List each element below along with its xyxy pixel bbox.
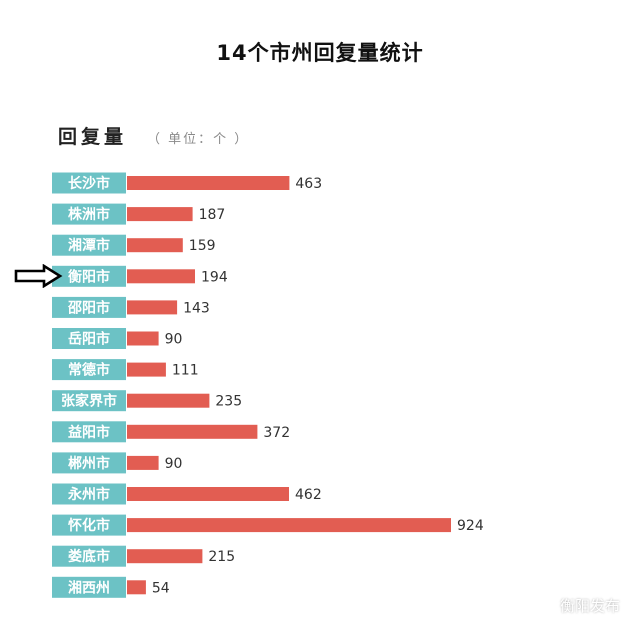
bar-row: 益阳市 372 (52, 421, 290, 443)
data-label: 143 (183, 300, 210, 316)
bar-row: 衡阳市 194 (52, 265, 228, 287)
unit-note: （ 单位：个 ） (147, 132, 250, 147)
watermark-text: 衡阳发布 (559, 597, 620, 615)
bar-row: 湘西州 54 (52, 576, 170, 598)
bar (127, 518, 451, 533)
data-label: 90 (165, 456, 183, 472)
bar-row: 株洲市 187 (52, 203, 226, 225)
right-arrow-icon (14, 263, 64, 292)
bar-row: 常德市 111 (52, 359, 199, 381)
data-label: 194 (201, 269, 228, 285)
category-label: 衡阳市 (68, 268, 110, 285)
category-label-bg (52, 514, 126, 536)
bar-row: 岳阳市 90 (52, 328, 182, 349)
category-label: 常德市 (68, 362, 110, 379)
data-label: 159 (189, 238, 216, 254)
category-label-bg (52, 421, 126, 443)
bar (127, 207, 193, 222)
data-label: 215 (208, 549, 235, 565)
chart-title: 14个市州回复量统计 (216, 41, 424, 65)
watermark: 衡阳发布 (532, 595, 620, 616)
category-label: 株洲市 (68, 206, 110, 223)
category-label: 益阳市 (68, 424, 110, 441)
category-label: 湘西州 (68, 579, 110, 596)
category-label: 娄底市 (68, 548, 110, 565)
bar-row: 怀化市 924 (52, 514, 484, 536)
category-label: 长沙市 (68, 175, 110, 192)
section-title: 回复量 (58, 126, 128, 148)
bar (127, 176, 290, 190)
data-label: 463 (295, 176, 322, 192)
data-label: 462 (295, 487, 322, 503)
category-label: 怀化市 (68, 517, 110, 534)
category-label: 永州市 (67, 486, 110, 503)
data-label: 235 (215, 394, 242, 410)
category-label-bg (52, 234, 126, 256)
category-label-bg (52, 390, 126, 412)
bar-row: 张家界市 235 (52, 390, 242, 412)
category-label-bg (52, 452, 126, 474)
bar (127, 300, 178, 315)
category-label: 岳阳市 (68, 331, 110, 348)
bar (127, 580, 146, 595)
category-label-bg (52, 296, 126, 318)
data-label: 924 (457, 518, 484, 534)
category-label: 张家界市 (61, 393, 117, 410)
bar-row: 娄底市 215 (52, 545, 235, 567)
bar-row: 郴州市 90 (52, 452, 183, 474)
bar-row: 长沙市 463 (52, 172, 322, 194)
category-label-bg (52, 359, 126, 381)
data-label: 187 (199, 207, 226, 223)
data-label: 111 (172, 363, 199, 379)
category-label-bg (52, 203, 126, 225)
category-label: 郴州市 (68, 455, 110, 472)
bar (127, 238, 183, 253)
data-label: 90 (165, 332, 183, 348)
bar (127, 269, 195, 284)
bar (127, 393, 210, 408)
bar-row: 永州市 462 (52, 483, 322, 505)
wechat-icon (532, 597, 554, 614)
bar (127, 362, 166, 377)
category-label-bg (52, 545, 126, 567)
data-label: 372 (263, 425, 290, 441)
bar (127, 331, 159, 346)
category-label-bg (52, 172, 126, 194)
bar (127, 487, 289, 501)
bar (127, 424, 258, 439)
category-label: 湘潭市 (68, 237, 110, 254)
category-label-bg (52, 328, 126, 349)
bar (127, 455, 159, 470)
category-label-bg (52, 483, 126, 505)
bar-row: 湘潭市 159 (52, 234, 216, 256)
category-label-bg (52, 576, 126, 598)
bar-row: 邵阳市 143 (52, 296, 210, 318)
category-label: 邵阳市 (67, 299, 110, 316)
category-label-bg (52, 265, 126, 287)
bar (127, 549, 203, 564)
data-label: 54 (152, 580, 170, 596)
section-header: 回复量 （ 单位：个 ） (58, 122, 249, 149)
